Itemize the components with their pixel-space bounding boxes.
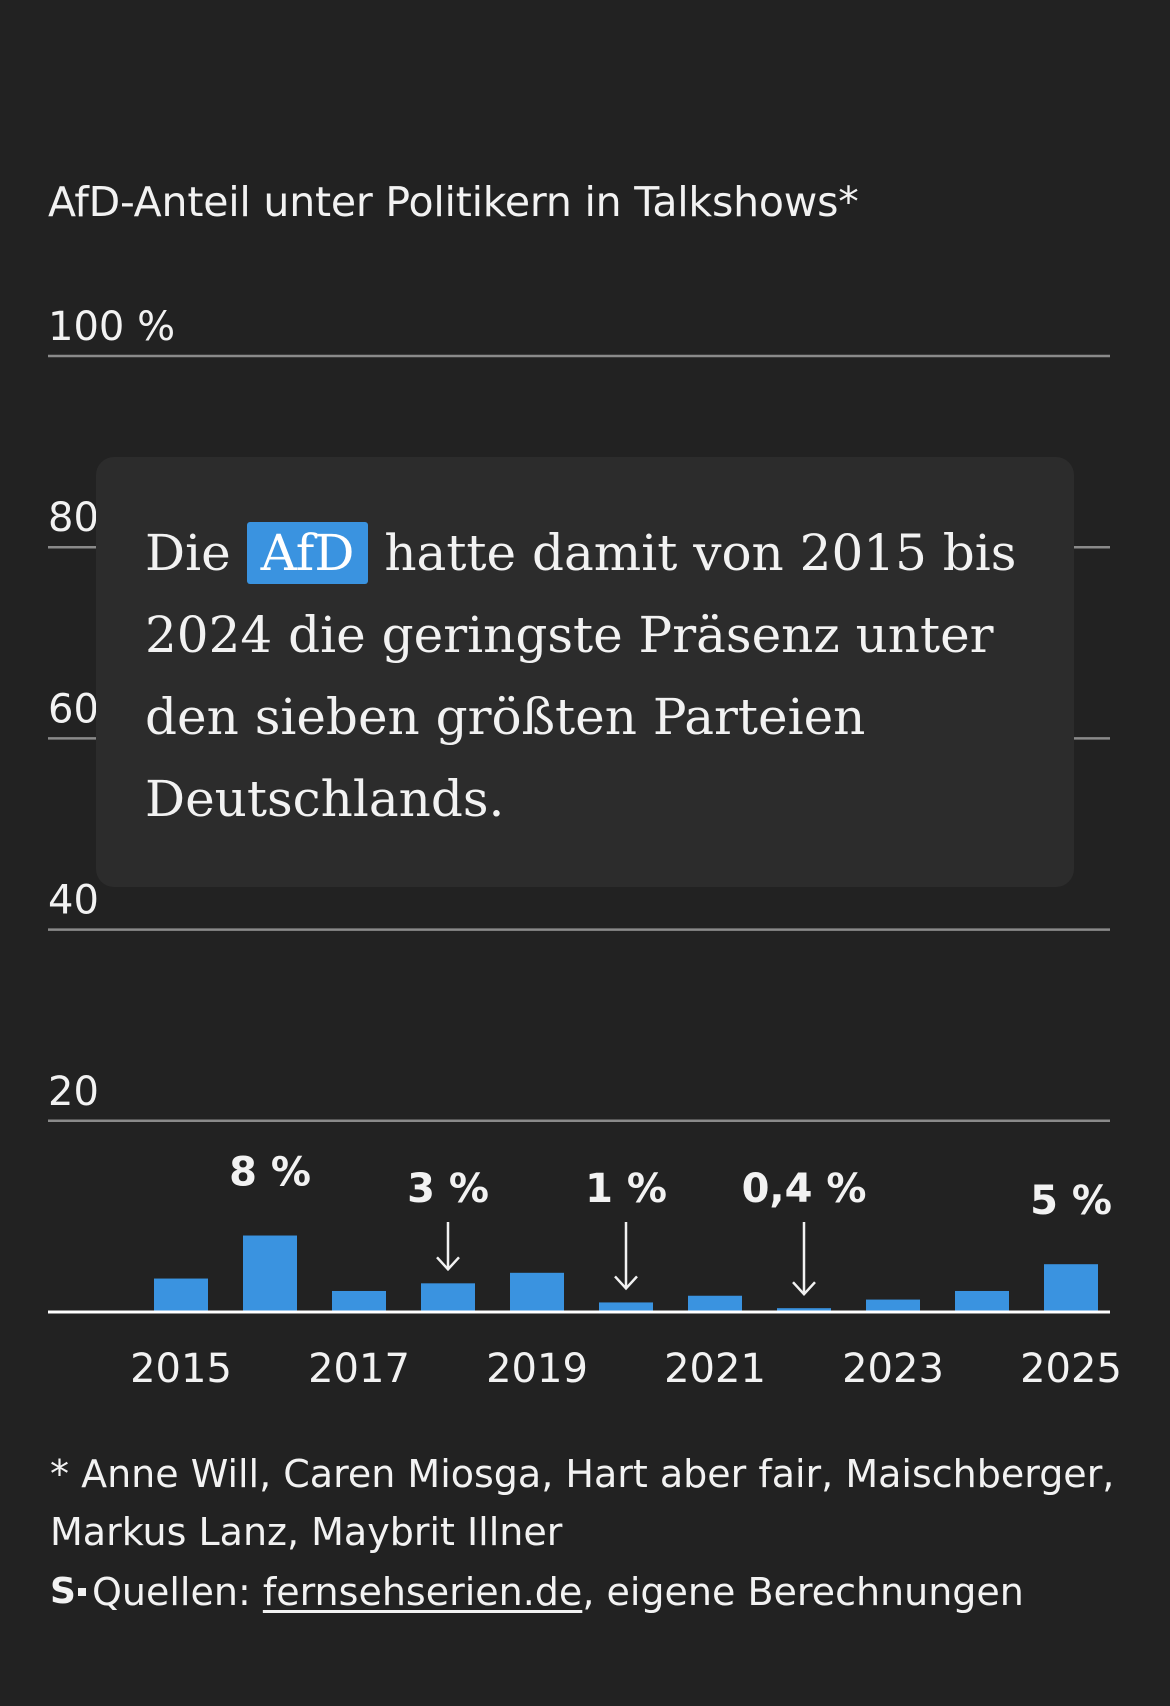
arrow-head bbox=[792, 1281, 816, 1297]
x-tick-label: 2023 bbox=[842, 1346, 944, 1392]
y-tick-label: 20 bbox=[48, 1069, 99, 1115]
data-label: 0,4 % bbox=[742, 1166, 867, 1212]
source-prefix: Quellen: bbox=[92, 1570, 263, 1614]
annotation-callout: Die AfD hatte damit von 2015 bis 2024 di… bbox=[96, 457, 1074, 887]
bar bbox=[688, 1295, 742, 1312]
x-tick-label: 2019 bbox=[486, 1346, 588, 1392]
bar bbox=[421, 1283, 475, 1312]
arrow-head bbox=[436, 1256, 460, 1272]
bar bbox=[510, 1272, 564, 1312]
bar bbox=[1044, 1264, 1098, 1312]
bar bbox=[154, 1278, 208, 1312]
footnote: * Anne Will, Caren Miosga, Hart aber fai… bbox=[50, 1452, 1115, 1554]
data-label: 8 % bbox=[229, 1150, 311, 1196]
x-tick-label: 2021 bbox=[664, 1346, 766, 1392]
callout-highlight: AfD bbox=[246, 522, 369, 584]
bar bbox=[777, 1308, 831, 1312]
y-tick-label: 80 bbox=[48, 495, 99, 541]
x-tick-label: 2015 bbox=[130, 1346, 232, 1392]
bar bbox=[332, 1290, 386, 1312]
arrow-head bbox=[614, 1275, 638, 1291]
x-tick-label: 2025 bbox=[1020, 1346, 1122, 1392]
bar bbox=[243, 1235, 297, 1312]
bar bbox=[599, 1302, 653, 1312]
data-labels: 8 % 3 % 1 % 0,4 % 5 % bbox=[229, 1150, 1112, 1297]
source-line: S Quellen: fernsehserien.de , eigene Ber… bbox=[50, 1570, 1024, 1614]
callout-text-pre: Die bbox=[145, 524, 231, 582]
chart-title: AfD-Anteil unter Politikern in Talkshows… bbox=[48, 178, 859, 226]
source-link[interactable]: fernsehserien.de bbox=[262, 1570, 583, 1614]
x-tick-label: 2017 bbox=[308, 1346, 410, 1392]
data-label: 5 % bbox=[1030, 1178, 1112, 1224]
bar bbox=[866, 1299, 920, 1312]
publisher-logo-icon: S bbox=[50, 1571, 76, 1612]
y-tick-label: 60 bbox=[48, 686, 99, 732]
source-suffix: , eigene Berechnungen bbox=[582, 1570, 1024, 1614]
bar bbox=[955, 1290, 1009, 1312]
separator-dot bbox=[78, 1588, 86, 1596]
callout-text-post: hatte damit von 2015 bis 2024 die gering… bbox=[145, 524, 1017, 828]
y-tick-label: 40 bbox=[48, 878, 99, 924]
data-label: 1 % bbox=[585, 1166, 667, 1212]
data-label: 3 % bbox=[407, 1166, 489, 1212]
x-axis: 2015 2017 2019 2021 2023 2025 bbox=[48, 1310, 1122, 1392]
y-tick-label: 100 % bbox=[48, 304, 175, 350]
bars bbox=[154, 1235, 1098, 1312]
